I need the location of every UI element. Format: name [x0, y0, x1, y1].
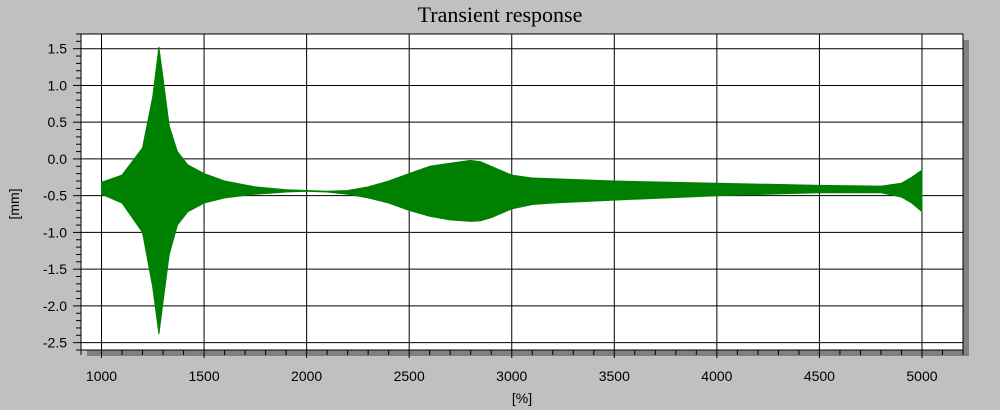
x-tick-label: 2000	[291, 368, 322, 384]
x-tick-label: 4500	[804, 368, 835, 384]
y-axis-label: [mm]	[6, 188, 22, 219]
x-tick-label: 5000	[906, 368, 937, 384]
y-tick-label: -2.0	[43, 298, 67, 314]
chart-title: Transient response	[418, 2, 583, 27]
y-tick-label: -2.5	[43, 335, 67, 351]
y-tick-label: -1.0	[43, 224, 67, 240]
axis-ticks	[73, 33, 964, 358]
x-tick-label: 3500	[599, 368, 630, 384]
x-tick-label: 1500	[188, 368, 219, 384]
x-axis-label: [%]	[512, 390, 532, 406]
y-tick-label: 0.0	[48, 151, 68, 167]
x-tick-label: 4000	[701, 368, 732, 384]
y-tick-label: 1.0	[48, 77, 68, 93]
series-layer	[101, 46, 923, 335]
y-tick-label: 0.5	[48, 114, 68, 130]
y-tick-label: -0.5	[43, 188, 67, 204]
x-tick-label: 2500	[394, 368, 425, 384]
y-tick-label: 1.5	[48, 41, 68, 57]
y-tick-label: -1.5	[43, 261, 67, 277]
x-tick-label: 1000	[86, 368, 117, 384]
x-tick-label: 3000	[496, 368, 527, 384]
tick-labels: 1000 1500 2000 2500 3000 3500 4000 4500 5000 1.5 1…	[43, 41, 938, 384]
